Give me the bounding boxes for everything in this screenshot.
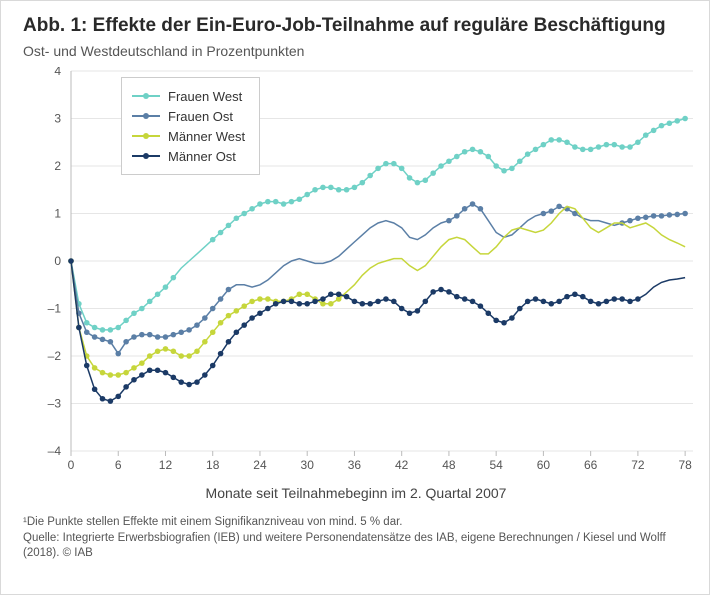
svg-text:–4: –4 xyxy=(48,444,62,458)
svg-text:–2: –2 xyxy=(48,349,62,363)
svg-text:0: 0 xyxy=(54,254,61,268)
chart-frame: Abb. 1: Effekte der Ein-Euro-Job-Teilnah… xyxy=(0,0,710,595)
legend-label: Männer Ost xyxy=(168,149,236,164)
svg-text:0: 0 xyxy=(68,458,75,472)
chart-svg: –4–3–2–10123406121824303642485460667278 xyxy=(1,67,710,507)
svg-text:6: 6 xyxy=(115,458,122,472)
svg-text:3: 3 xyxy=(54,112,61,126)
legend-item: Männer Ost xyxy=(132,146,245,166)
svg-text:2: 2 xyxy=(54,159,61,173)
legend-item: Frauen Ost xyxy=(132,106,245,126)
legend-label: Frauen Ost xyxy=(168,109,233,124)
footnotes: ¹Die Punkte stellen Effekte mit einem Si… xyxy=(1,507,709,562)
chart-subtitle: Ost- und Westdeutschland in Prozentpunkt… xyxy=(1,43,709,67)
legend-item: Frauen West xyxy=(132,86,245,106)
footnote-2: Quelle: Integrierte Erwerbsbiografien (I… xyxy=(23,531,687,562)
svg-text:66: 66 xyxy=(584,458,598,472)
svg-text:72: 72 xyxy=(631,458,645,472)
svg-text:4: 4 xyxy=(54,67,61,78)
svg-text:1: 1 xyxy=(54,207,61,221)
x-axis-label: Monate seit Teilnahmebeginn im 2. Quarta… xyxy=(1,485,710,501)
svg-text:–1: –1 xyxy=(48,302,62,316)
svg-text:60: 60 xyxy=(537,458,551,472)
plot-area: –4–3–2–10123406121824303642485460667278 … xyxy=(1,67,710,507)
svg-text:48: 48 xyxy=(442,458,456,472)
chart-title: Abb. 1: Effekte der Ein-Euro-Job-Teilnah… xyxy=(1,1,709,43)
svg-text:30: 30 xyxy=(301,458,315,472)
legend-item: Männer West xyxy=(132,126,245,146)
footnote-1: ¹Die Punkte stellen Effekte mit einem Si… xyxy=(23,515,687,531)
legend-label: Männer West xyxy=(168,129,245,144)
svg-text:–3: –3 xyxy=(48,397,62,411)
legend: Frauen West Frauen Ost Männer West Männer O… xyxy=(121,77,260,175)
svg-text:36: 36 xyxy=(348,458,362,472)
legend-label: Frauen West xyxy=(168,89,242,104)
svg-text:42: 42 xyxy=(395,458,409,472)
svg-text:54: 54 xyxy=(489,458,503,472)
svg-text:24: 24 xyxy=(253,458,267,472)
svg-text:18: 18 xyxy=(206,458,220,472)
svg-text:78: 78 xyxy=(678,458,692,472)
svg-text:12: 12 xyxy=(159,458,173,472)
